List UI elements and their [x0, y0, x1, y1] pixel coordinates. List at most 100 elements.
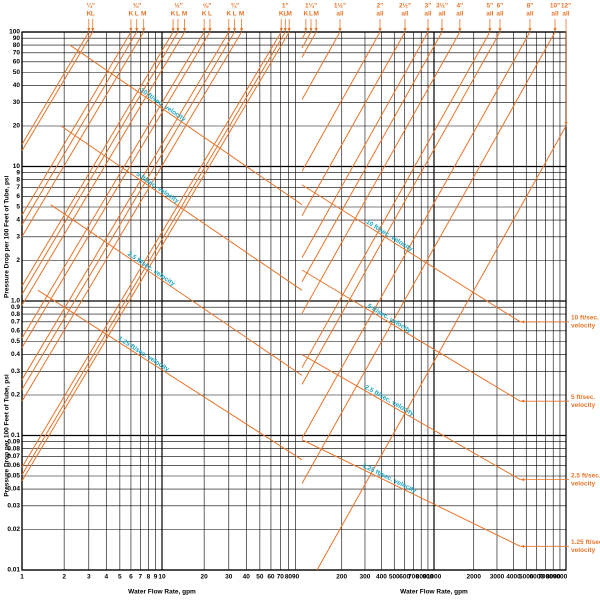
tube-type-label: M [239, 11, 244, 18]
tube-line [316, 125, 567, 571]
tube-arrowhead [553, 28, 557, 32]
tube-type-label: all [336, 11, 343, 18]
tube-line [21, 31, 286, 476]
y-tick-label: 6 [16, 193, 20, 200]
x-tick-label: 9000 [553, 574, 568, 581]
x-tick-label: 400 [376, 574, 387, 581]
x-tick-label: 500 [389, 574, 400, 581]
x-tick-label: 800 [416, 574, 427, 581]
y-tick-label: 2 [16, 257, 20, 264]
tube-line [21, 31, 174, 287]
x-tick-label: 300 [360, 574, 371, 581]
tube-size-label: 6" [497, 3, 504, 10]
velocity-line [60, 125, 303, 291]
tube-arrowhead [488, 28, 492, 32]
y-tick-label: 50 [13, 69, 21, 76]
tube-line [21, 31, 94, 151]
y-tick-label: 9 [16, 169, 20, 176]
y-tick-label: 0.03 [7, 503, 20, 510]
velocity-note: velocity [571, 547, 596, 554]
y-tick-label: 0.02 [7, 526, 20, 533]
x-tick-label: 5 [118, 574, 122, 581]
tube-arrowhead [498, 28, 502, 32]
y-tick-label: 70 [13, 50, 21, 57]
tube-type-label: M [286, 11, 291, 18]
x-tick-label: 8 [147, 574, 151, 581]
tube-type-label: K [171, 11, 176, 18]
tube-arrowhead [91, 28, 95, 32]
tube-arrowhead [283, 28, 287, 32]
tube-type-label: L [309, 11, 313, 18]
y-tick-label: 0.6 [11, 328, 20, 335]
tube-line [21, 31, 211, 348]
tube-size-label: 1¼" [305, 2, 317, 10]
tube-arrowhead [202, 28, 206, 32]
tube-line [21, 31, 236, 390]
velocity-note: 2.5 ft/sec. [571, 472, 600, 479]
tube-size-label: 8" [527, 3, 534, 10]
y-tick-label: 0.9 [11, 304, 20, 311]
tube-arrowhead [142, 28, 146, 32]
tube-type-label: all [401, 11, 408, 18]
x-tick-label: 30 [225, 574, 233, 581]
tube-type-label: L [208, 11, 212, 18]
tube-type-label: K [86, 11, 91, 18]
y-tick-label: 10 [13, 163, 21, 170]
tube-type-label: K [129, 11, 134, 18]
y-axis-title: Pressure Drop per 100 Feet of Tube, psi [4, 175, 11, 298]
tube-type-label: all [456, 11, 463, 18]
y-tick-label: 0.5 [11, 338, 20, 345]
tube-type-label: M [313, 11, 318, 18]
velocity-pointer-head [520, 320, 525, 324]
y-tick-label: 30 [13, 99, 21, 106]
x-tick-label: 600 [399, 574, 410, 581]
y-tick-label: 60 [13, 59, 21, 66]
tube-arrowhead [183, 28, 187, 32]
velocity-line [301, 439, 521, 547]
tube-line [21, 31, 282, 468]
x-tick-label: 90 [292, 574, 300, 581]
x-tick-label: 60 [267, 574, 275, 581]
tube-line [21, 31, 186, 306]
velocity-line [301, 269, 521, 402]
x-tick-label: 900 [423, 574, 434, 581]
tube-type-label: L [233, 11, 237, 18]
tube-line [301, 31, 312, 49]
y-tick-label: 0.4 [11, 351, 20, 358]
tube-arrowhead [440, 28, 444, 32]
x-tick-label: 70 [277, 574, 285, 581]
velocity-note: velocity [571, 323, 596, 330]
tube-arrowhead [309, 28, 313, 32]
velocity-line [301, 184, 521, 323]
velocity-line [69, 44, 303, 206]
y-axis-title: Pressure Drop per 100 Feet of Tube, psi [4, 374, 11, 497]
tube-type-label: L [176, 11, 180, 18]
x-tick-label: 4 [104, 574, 108, 581]
tube-line [21, 31, 230, 380]
y-tick-label: 0.08 [7, 445, 20, 452]
x-tick-label: 1000 [427, 574, 442, 581]
x-tick-label: 6000 [529, 574, 544, 581]
velocity-pointer-head [520, 478, 525, 482]
x-tick-label: 1 [20, 574, 24, 581]
x-tick-label: 3 [87, 574, 91, 581]
x-tick-label: 50 [256, 574, 264, 581]
tube-arrowhead [208, 28, 212, 32]
tube-size-label: 5" [487, 3, 494, 10]
x-tick-label: 4000 [506, 574, 521, 581]
tube-size-label: ⅝" [203, 3, 212, 10]
velocity-line [301, 354, 521, 481]
x-tick-label: 7000 [538, 574, 553, 581]
y-tick-label: 0.8 [11, 311, 20, 318]
x-tick-label: 10 [158, 574, 166, 581]
tube-size-label: ½" [174, 2, 183, 10]
tube-type-label: all [424, 11, 431, 18]
y-tick-label: 0.04 [7, 486, 20, 493]
y-tick-label: 4 [16, 217, 20, 224]
velocity-note: velocity [571, 480, 596, 487]
y-tick-label: 7 [16, 184, 20, 191]
x-tick-label: 6 [129, 574, 133, 581]
tube-arrowhead [227, 28, 231, 32]
x-tick-label: 2 [62, 574, 66, 581]
